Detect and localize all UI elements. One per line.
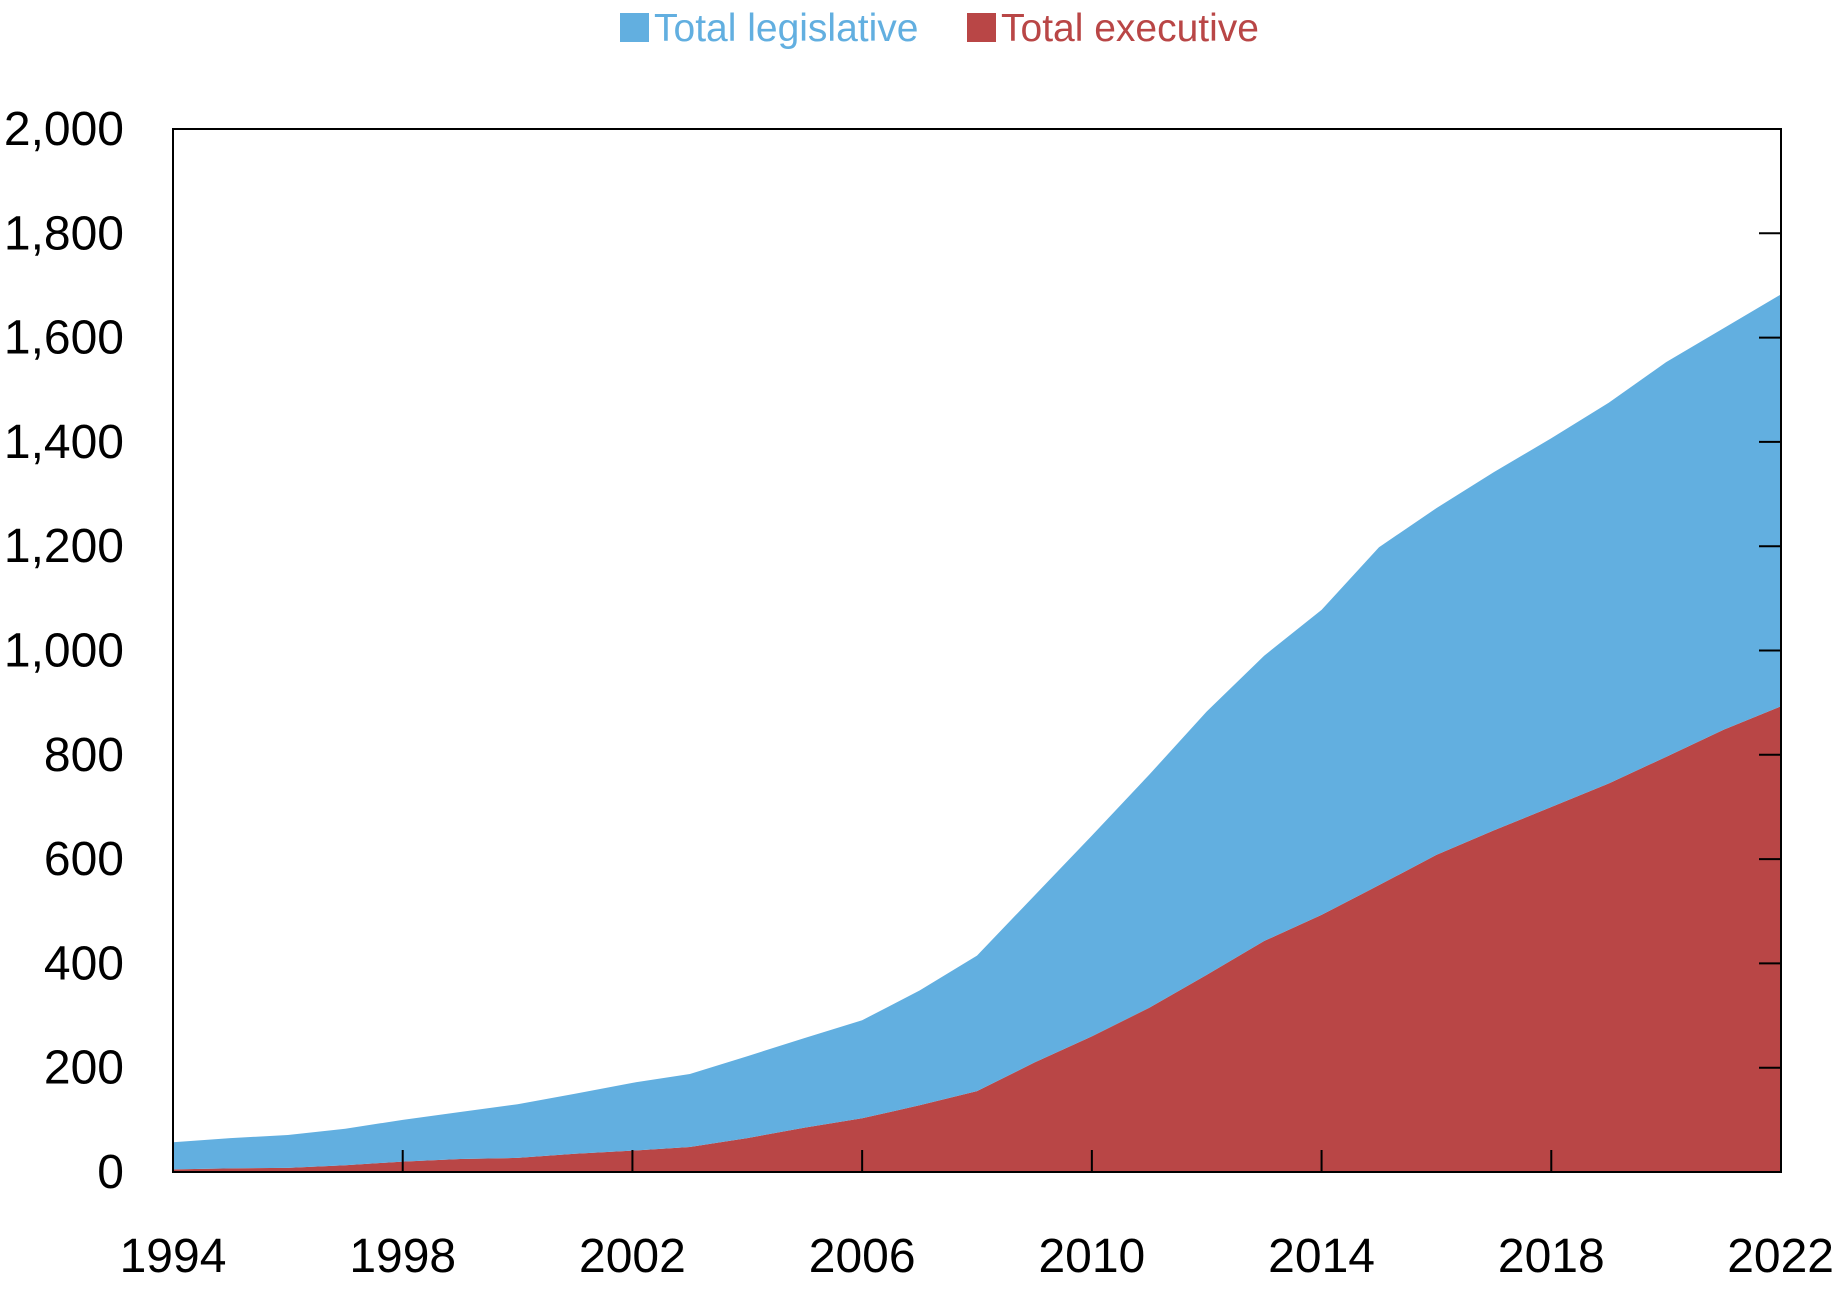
y-tick-label: 1,800 bbox=[4, 207, 124, 260]
legend-label-legislative: Total legislative bbox=[654, 7, 918, 50]
y-tick-label: 400 bbox=[44, 937, 124, 990]
legend-label-executive: Total executive bbox=[1001, 7, 1259, 50]
x-tick-label: 2010 bbox=[1038, 1230, 1145, 1283]
x-tick-label: 2002 bbox=[579, 1230, 686, 1283]
y-tick-label: 0 bbox=[97, 1146, 124, 1199]
area-executive bbox=[173, 706, 1781, 1172]
x-tick-label: 2022 bbox=[1727, 1230, 1834, 1283]
y-tick-label: 200 bbox=[44, 1042, 124, 1095]
x-tick-label: 2006 bbox=[809, 1230, 916, 1283]
x-tick-label: 2014 bbox=[1268, 1230, 1375, 1283]
legend-item-executive: Total executive bbox=[967, 7, 1259, 50]
x-axis: 1994 1998 2002 2006 2010 2014 2018 2022 bbox=[120, 1150, 1834, 1283]
area-legislative bbox=[173, 294, 1781, 1170]
legend-swatch-legislative bbox=[620, 13, 649, 42]
y-tick-label: 800 bbox=[44, 729, 124, 782]
y-tick-label: 1,000 bbox=[4, 625, 124, 678]
legend: Total legislative Total executive bbox=[620, 7, 1259, 50]
legend-swatch-executive bbox=[967, 13, 996, 42]
y-tick-label: 1,400 bbox=[4, 416, 124, 469]
plot-area bbox=[172, 128, 1782, 1173]
y-tick-label: 1,200 bbox=[4, 520, 124, 573]
y-tick-label: 2,000 bbox=[4, 103, 124, 156]
x-tick-label: 1998 bbox=[349, 1230, 456, 1283]
y-tick-label: 600 bbox=[44, 833, 124, 886]
legend-item-legislative: Total legislative bbox=[620, 7, 918, 50]
x-tick-label: 1994 bbox=[120, 1230, 227, 1283]
y-axis: 0 200 400 600 800 1,000 1,200 1,400 1,600 1,800 2,… bbox=[4, 103, 1781, 1199]
y-tick-label: 1,600 bbox=[4, 312, 124, 365]
x-tick-label: 2018 bbox=[1498, 1230, 1605, 1283]
